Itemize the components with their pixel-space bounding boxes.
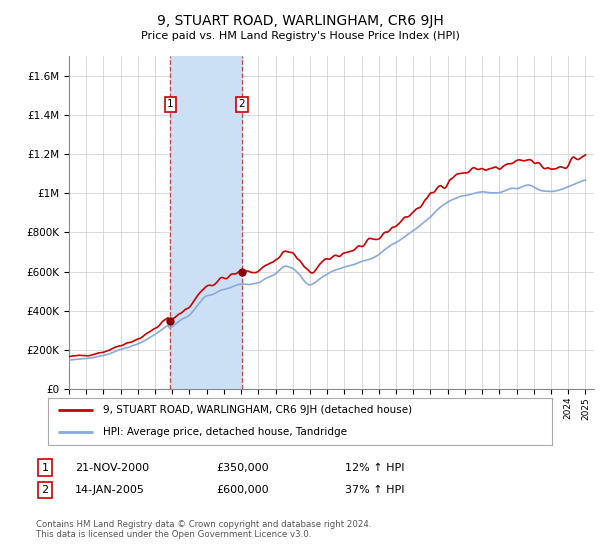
Text: 37% ↑ HPI: 37% ↑ HPI: [345, 485, 404, 495]
Text: 1: 1: [41, 463, 49, 473]
Text: 14-JAN-2005: 14-JAN-2005: [75, 485, 145, 495]
Text: 9, STUART ROAD, WARLINGHAM, CR6 9JH (detached house): 9, STUART ROAD, WARLINGHAM, CR6 9JH (det…: [103, 405, 413, 416]
Text: Contains HM Land Registry data © Crown copyright and database right 2024.
This d: Contains HM Land Registry data © Crown c…: [36, 520, 371, 539]
Text: 1: 1: [167, 99, 174, 109]
Text: 21-NOV-2000: 21-NOV-2000: [75, 463, 149, 473]
Text: 2: 2: [41, 485, 49, 495]
Text: £350,000: £350,000: [216, 463, 269, 473]
Text: Price paid vs. HM Land Registry's House Price Index (HPI): Price paid vs. HM Land Registry's House …: [140, 31, 460, 41]
Bar: [170, 56, 242, 389]
Text: HPI: Average price, detached house, Tandridge: HPI: Average price, detached house, Tand…: [103, 427, 347, 437]
Text: 2: 2: [239, 99, 245, 109]
Text: £600,000: £600,000: [216, 485, 269, 495]
Text: 12% ↑ HPI: 12% ↑ HPI: [345, 463, 404, 473]
Text: 9, STUART ROAD, WARLINGHAM, CR6 9JH: 9, STUART ROAD, WARLINGHAM, CR6 9JH: [157, 14, 443, 28]
